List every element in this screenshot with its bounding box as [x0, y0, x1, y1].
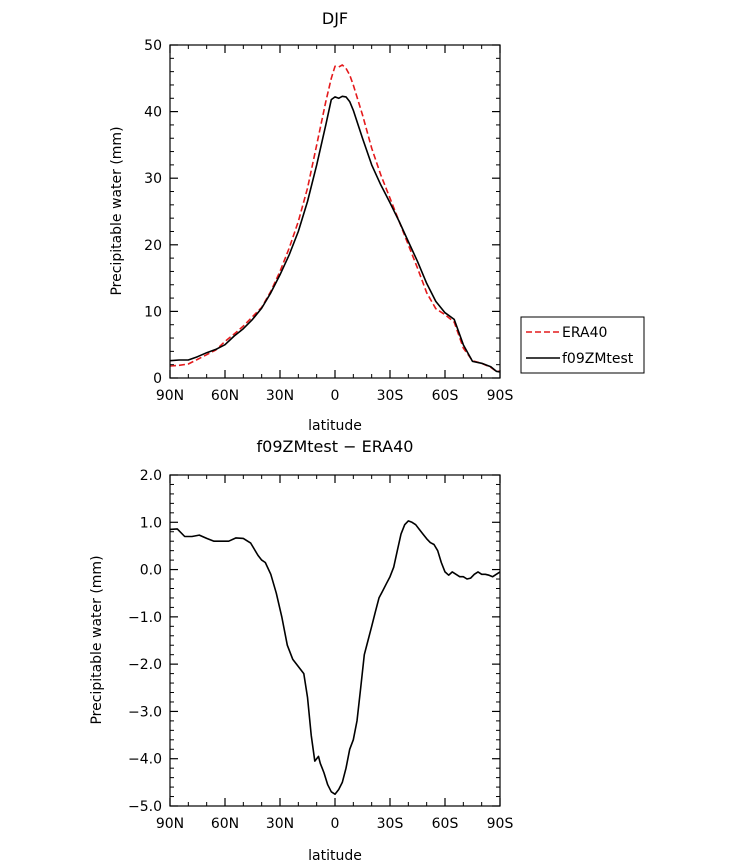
bottom-plot-frame	[169, 474, 501, 807]
top-x-tick-label: 90S	[487, 388, 514, 404]
top-y-axis-label: Precipitable water (mm)	[109, 126, 125, 295]
bottom-y-tick-label: 0.0	[140, 563, 162, 579]
top-y-tick-label: 30	[144, 171, 162, 187]
top-x-tick-label: 30S	[377, 388, 404, 404]
top-y-tick-label: 50	[144, 38, 162, 54]
top-title: DJF	[322, 9, 348, 28]
bottom-x-tick-label: 90S	[487, 816, 514, 832]
panel-top: DJF 90N 60N 30N 0 30S 60S 90S 0 10 20 30 40 50 latit…	[109, 9, 645, 434]
bottom-y-tick-label: −5.0	[128, 799, 162, 815]
bottom-y-tick-label: 1.0	[140, 515, 162, 531]
top-x-tick-label: 60S	[432, 388, 459, 404]
bottom-x-axis-label: latitude	[308, 848, 362, 864]
legend-label-f09zmtest: f09ZMtest	[562, 351, 634, 367]
bottom-y-tick-label: −2.0	[128, 657, 162, 673]
top-x-axis-label: latitude	[308, 418, 362, 434]
bottom-y-tick-label: −1.0	[128, 610, 162, 626]
bottom-y-tick-label: 2.0	[140, 468, 162, 484]
bottom-title: f09ZMtest − ERA40	[257, 437, 414, 456]
legend-label-era40: ERA40	[562, 325, 607, 341]
legend: ERA40 f09ZMtest	[520, 316, 645, 374]
top-series-line-era40	[169, 64, 500, 373]
bottom-series-line-difference-0	[169, 520, 501, 795]
bottom-x-tick-label: 90N	[156, 816, 184, 832]
bottom-x-tick-label: 60N	[211, 816, 239, 832]
bottom-x-tick-label: 30S	[377, 816, 404, 832]
top-y-tick-label: 40	[144, 105, 162, 121]
top-y-tick-label: 20	[144, 238, 162, 254]
top-y-tick-label: 0	[153, 371, 162, 387]
top-x-tick-label: 60N	[211, 388, 239, 404]
top-x-tick-label: 90N	[156, 388, 184, 404]
bottom-y-tick-label: −3.0	[128, 704, 162, 720]
bottom-x-tick-label: 60S	[432, 816, 459, 832]
bottom-x-tick-label: 30N	[266, 816, 294, 832]
panel-bottom: f09ZMtest − ERA40 90N 60N 30N 0 30S 60S 90S −5.…	[89, 437, 513, 864]
top-y-tick-label: 10	[144, 304, 162, 320]
top-plot-frame	[169, 44, 501, 379]
bottom-y-axis-label: Precipitable water (mm)	[89, 555, 105, 724]
top-series-line-f09zmtest	[169, 95, 501, 373]
bottom-y-tick-label: −4.0	[128, 752, 162, 768]
top-x-tick-label: 0	[331, 388, 340, 404]
top-x-tick-label: 30N	[266, 388, 294, 404]
legend-box	[520, 316, 645, 374]
bottom-x-tick-label: 0	[331, 816, 340, 832]
